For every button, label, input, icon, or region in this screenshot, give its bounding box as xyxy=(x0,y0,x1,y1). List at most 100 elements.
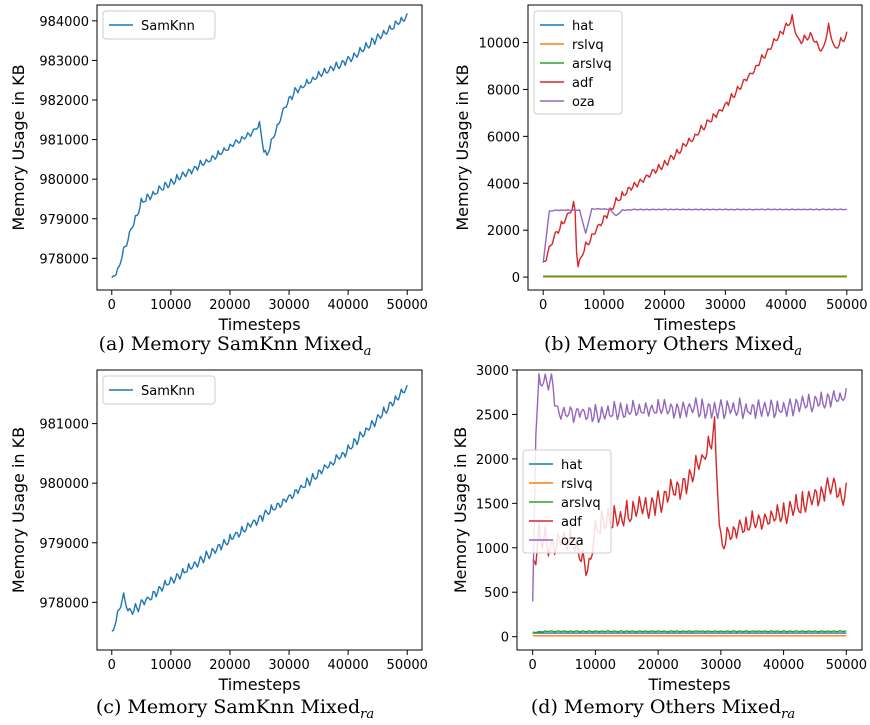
legend-entry-rslvq: rslvq xyxy=(561,477,593,492)
x-tick-label: 40000 xyxy=(327,658,368,673)
legend-entry-adf: adf xyxy=(561,515,582,530)
x-axis-label: Timesteps xyxy=(217,675,300,694)
x-tick-label: 40000 xyxy=(765,298,806,313)
caption-subscript: ra xyxy=(781,707,795,722)
chart-c: 0 10000 20000 30000 40000 50000 978000 979000 98… xyxy=(9,369,428,722)
legend-entry-rslvq: rslvq xyxy=(572,38,604,53)
series-line-SamKnn xyxy=(111,13,408,279)
y-tick-label: 978000 xyxy=(39,252,89,267)
x-tick-label: 20000 xyxy=(637,658,678,673)
x-axis-label: Timesteps xyxy=(653,315,736,334)
series-line-oza xyxy=(542,207,848,263)
caption: (c) Memory SamKnn Mixedra xyxy=(96,696,374,722)
x-axis-label: Timesteps xyxy=(647,675,730,694)
axes-frame xyxy=(527,4,863,291)
series-line-oza xyxy=(532,373,847,602)
legend-entry-arslvq: arslvq xyxy=(572,57,612,72)
x-tick-label: 40000 xyxy=(327,298,368,313)
y-tick-label: 1500 xyxy=(476,497,509,512)
caption: (d) Memory Others Mixedra xyxy=(531,696,795,722)
series-line-arslvq xyxy=(532,630,847,634)
x-tick-label: 20000 xyxy=(209,658,250,673)
caption-text: (c) Memory SamKnn Mixed xyxy=(96,696,360,718)
y-tick-label: 8000 xyxy=(487,83,520,98)
y-axis-label: Memory Usage in KB xyxy=(451,427,470,593)
y-tick-label: 10000 xyxy=(479,37,520,52)
legend: hat rslvq arslvq adf oza xyxy=(522,449,612,554)
x-tick-label: 30000 xyxy=(700,658,741,673)
x-tick-label: 10000 xyxy=(583,298,624,313)
y-tick-label: 980000 xyxy=(39,173,89,188)
x-tick-label: 40000 xyxy=(763,658,804,673)
x-tick-label: 30000 xyxy=(705,298,746,313)
legend-box xyxy=(522,449,612,554)
y-tick-label: 0 xyxy=(512,271,520,286)
y-axis-label: Memory Usage in KB xyxy=(9,64,28,230)
y-tick-label: 984000 xyxy=(39,15,89,30)
y-tick-label: 2000 xyxy=(476,453,509,468)
x-tick-label: 50000 xyxy=(387,658,428,673)
chart-a: 0 10000 20000 30000 40000 50000 978000 979000 98… xyxy=(9,4,428,359)
x-tick-label: 50000 xyxy=(826,658,867,673)
x-tick-label: 20000 xyxy=(644,298,685,313)
legend: hat rslvq arslvq adf oza xyxy=(533,10,623,115)
legend-entry-oza: oza xyxy=(572,95,595,110)
series-line-SamKnn xyxy=(111,385,408,632)
caption: (b) Memory Others Mixeda xyxy=(544,333,802,359)
x-tick-label: 0 xyxy=(108,658,116,673)
legend-entry-hat: hat xyxy=(572,19,593,34)
caption: (a) Memory SamKnn Mixeda xyxy=(99,333,372,359)
y-tick-label: 983000 xyxy=(39,54,89,69)
legend-entry-arslvq: arslvq xyxy=(561,496,601,511)
caption-subscript: a xyxy=(364,344,372,359)
legend-box xyxy=(102,10,216,40)
x-tick-label: 0 xyxy=(108,298,116,313)
y-tick-label: 3000 xyxy=(476,364,509,379)
legend-entry-adf: adf xyxy=(572,76,593,91)
y-tick-label: 500 xyxy=(484,586,509,601)
y-axis-label: Memory Usage in KB xyxy=(9,427,28,593)
y-tick-label: 979000 xyxy=(39,537,89,552)
y-tick-label: 1000 xyxy=(476,542,509,557)
x-tick-label: 0 xyxy=(539,298,547,313)
chart-b: 0 10000 20000 30000 40000 50000 0 2000 4000 6000 8… xyxy=(453,4,867,359)
y-tick-label: 981000 xyxy=(39,134,89,149)
y-tick-label: 4000 xyxy=(487,177,520,192)
axes-frame xyxy=(516,369,863,651)
series-line-adf xyxy=(543,13,848,268)
legend-entry-hat: hat xyxy=(561,458,582,473)
caption-text: (d) Memory Others Mixed xyxy=(531,696,781,718)
y-tick-label: 2000 xyxy=(487,224,520,239)
legend-box xyxy=(533,10,623,115)
x-tick-label: 50000 xyxy=(826,298,867,313)
caption-text: (b) Memory Others Mixed xyxy=(544,333,794,355)
axes-frame xyxy=(96,4,423,291)
x-axis-label: Timesteps xyxy=(217,315,300,334)
x-tick-label: 10000 xyxy=(150,298,191,313)
x-tick-label: 0 xyxy=(529,658,537,673)
y-tick-label: 979000 xyxy=(39,213,89,228)
legend-entry-SamKnn: SamKnn xyxy=(141,384,195,399)
series-line-adf xyxy=(532,416,847,577)
legend: SamKnn xyxy=(102,375,216,405)
y-tick-label: 980000 xyxy=(39,477,89,492)
x-tick-label: 20000 xyxy=(209,298,250,313)
y-tick-label: 0 xyxy=(501,631,509,646)
y-tick-label: 978000 xyxy=(39,596,89,611)
y-tick-label: 981000 xyxy=(39,418,89,433)
chart-d: 0 10000 20000 30000 40000 50000 0 500 1000 1500 20… xyxy=(451,364,867,722)
legend-entry-oza: oza xyxy=(561,534,584,549)
y-axis-label: Memory Usage in KB xyxy=(453,64,472,230)
legend-entry-SamKnn: SamKnn xyxy=(141,19,195,34)
legend: SamKnn xyxy=(102,10,216,40)
x-tick-label: 50000 xyxy=(387,298,428,313)
axes-frame xyxy=(96,369,423,651)
x-tick-label: 30000 xyxy=(268,658,309,673)
caption-text: (a) Memory SamKnn Mixed xyxy=(99,333,364,355)
legend-box xyxy=(102,375,216,405)
y-tick-label: 6000 xyxy=(487,130,520,145)
caption-subscript: ra xyxy=(360,707,374,722)
y-tick-label: 982000 xyxy=(39,94,89,109)
y-tick-label: 2500 xyxy=(476,408,509,423)
